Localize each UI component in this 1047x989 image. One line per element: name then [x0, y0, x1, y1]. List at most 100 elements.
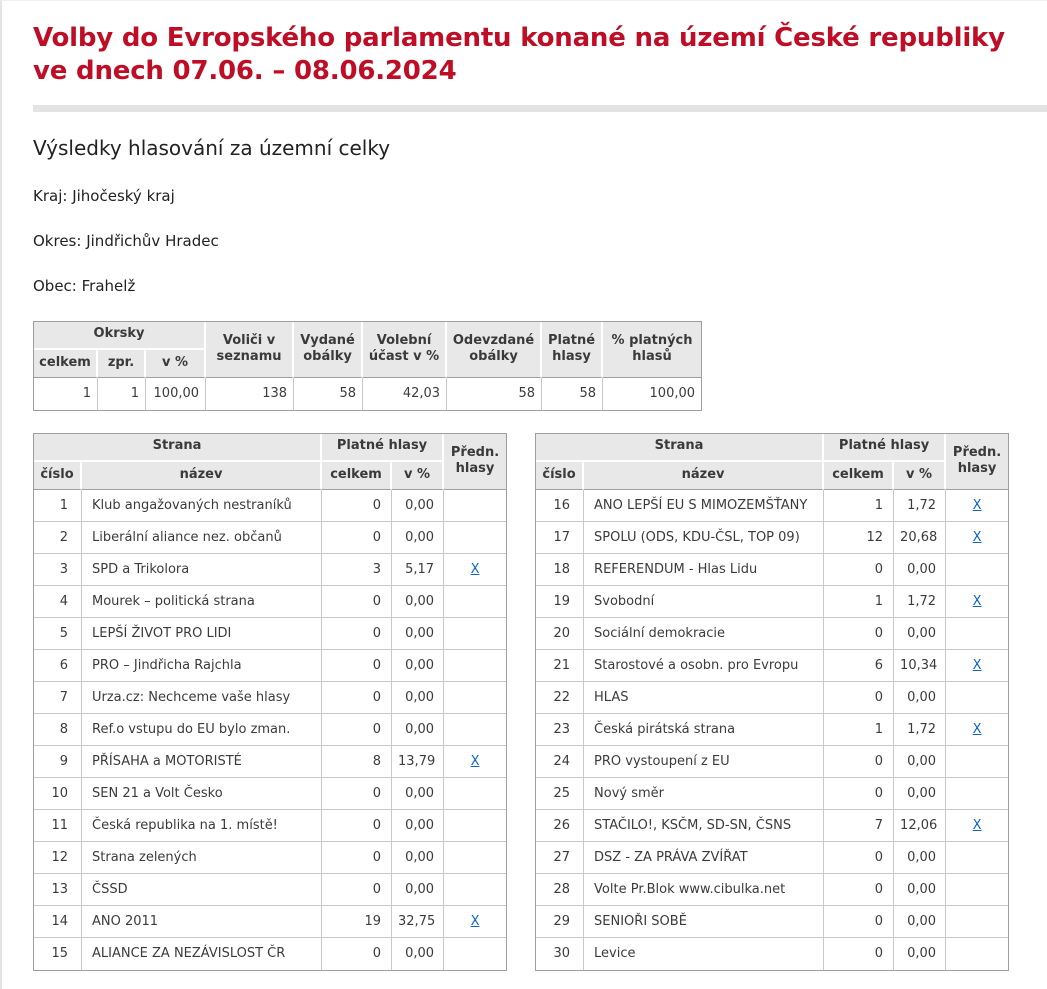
- party-votes-total: 0: [322, 713, 393, 746]
- party-name: ALIANCE ZA NEZÁVISLOST ČR: [82, 937, 323, 970]
- party-pref-cell: [444, 777, 507, 810]
- party-pref-cell: [946, 745, 1009, 778]
- party-name: SPOLU (ODS, KDU-ČSL, TOP 09): [584, 521, 825, 554]
- party-votes-pct: 0,00: [894, 745, 947, 778]
- header-pct-platnych-hlasu: % platných hlasů: [603, 321, 702, 378]
- party-votes-total: 0: [824, 745, 895, 778]
- header-predn-hlasy: Předn. hlasy: [946, 433, 1009, 490]
- party-name: Svobodní: [584, 585, 825, 618]
- party-name: SPD a Trikolora: [82, 553, 323, 586]
- preferential-votes-link[interactable]: X: [470, 753, 480, 769]
- party-number: 3: [34, 553, 82, 586]
- party-row: 21 Starostové a osobn. pro Evropu 6 10,34 X: [536, 649, 1009, 682]
- vydane-obalky-value: 58: [294, 377, 364, 410]
- party-pref-cell: X: [946, 585, 1009, 618]
- party-votes-pct: 0,00: [392, 937, 445, 970]
- preferential-votes-link[interactable]: X: [972, 817, 982, 833]
- party-number: 29: [536, 905, 585, 938]
- party-name: Mourek – politická strana: [82, 585, 323, 618]
- party-votes-total: 7: [824, 809, 895, 842]
- title-divider: [33, 104, 1047, 112]
- party-pref-cell: [444, 841, 507, 874]
- ucast-value: 42,03: [363, 377, 448, 410]
- party-table-left: Strana Platné hlasy Předn. hlasy číslo n…: [33, 432, 508, 971]
- party-pref-cell: [444, 713, 507, 746]
- party-votes-pct: 0,00: [392, 649, 445, 682]
- party-row: 13 ČSSD 0 0,00: [34, 873, 507, 906]
- party-votes-pct: 32,75: [392, 905, 445, 938]
- party-name: ANO LEPŠÍ EU S MIMOZEMŠŤANY: [584, 489, 825, 522]
- okrsky-celkem-value: 1: [34, 377, 98, 410]
- party-name: Ref.o vstupu do EU bylo zman.: [82, 713, 323, 746]
- party-votes-total: 0: [824, 937, 895, 970]
- party-row: 27 DSZ - ZA PRÁVA ZVÍŘAT 0 0,00: [536, 841, 1009, 874]
- party-name: Starostové a osobn. pro Evropu: [584, 649, 825, 682]
- party-name: ČSSD: [82, 873, 323, 906]
- party-number: 6: [34, 649, 82, 682]
- party-pref-cell: [946, 905, 1009, 938]
- party-number: 10: [34, 777, 82, 810]
- party-name: DSZ - ZA PRÁVA ZVÍŘAT: [584, 841, 825, 874]
- party-pref-cell: [946, 681, 1009, 714]
- header-odevzdane-obalky: Odevzdané obálky: [447, 321, 543, 378]
- party-name: Česká pirátská strana: [584, 713, 825, 746]
- party-votes-total: 0: [322, 937, 393, 970]
- party-number: 9: [34, 745, 82, 778]
- party-number: 8: [34, 713, 82, 746]
- party-name: Levice: [584, 937, 825, 970]
- party-name: STAČILO!, KSČM, SD-SN, ČSNS: [584, 809, 825, 842]
- party-pref-cell: [444, 681, 507, 714]
- header-okrsky-celkem: celkem: [34, 349, 98, 378]
- party-name: Volte Pr.Blok www.cibulka.net: [584, 873, 825, 906]
- preferential-votes-link[interactable]: X: [972, 593, 982, 609]
- party-name: LEPŠÍ ŽIVOT PRO LIDI: [82, 617, 323, 650]
- party-number: 20: [536, 617, 585, 650]
- party-votes-total: 8: [322, 745, 393, 778]
- party-votes-pct: 1,72: [894, 489, 947, 522]
- header-okrsky-v-pct: v %: [146, 349, 207, 378]
- party-votes-pct: 0,00: [392, 617, 445, 650]
- party-row: 26 STAČILO!, KSČM, SD-SN, ČSNS 7 12,06 X: [536, 809, 1009, 842]
- party-votes-pct: 0,00: [392, 809, 445, 842]
- header-volici-v-seznamu: Voliči v seznamu: [206, 321, 295, 378]
- party-number: 28: [536, 873, 585, 906]
- odevzdane-obalky-value: 58: [447, 377, 543, 410]
- party-pref-cell: X: [946, 649, 1009, 682]
- party-pref-cell: [444, 617, 507, 650]
- party-votes-pct: 5,17: [392, 553, 445, 586]
- party-pref-cell: [444, 809, 507, 842]
- summary-table: Okrsky Voliči v seznamu Vydané obálky Vo…: [33, 320, 703, 411]
- party-votes-pct: 0,00: [392, 489, 445, 522]
- party-row: 10 SEN 21 a Volt Česko 0 0,00: [34, 777, 507, 810]
- party-votes-pct: 0,00: [392, 841, 445, 874]
- obec-label: Obec:: [33, 276, 77, 295]
- header-celkem: celkem: [322, 461, 393, 490]
- preferential-votes-link[interactable]: X: [972, 529, 982, 545]
- party-votes-total: 1: [824, 585, 895, 618]
- party-pref-cell: X: [444, 553, 507, 586]
- party-number: 23: [536, 713, 585, 746]
- party-pref-cell: [444, 521, 507, 554]
- preferential-votes-link[interactable]: X: [470, 913, 480, 929]
- party-votes-total: 6: [824, 649, 895, 682]
- party-votes-pct: 10,34: [894, 649, 947, 682]
- party-row: 23 Česká pirátská strana 1 1,72 X: [536, 713, 1009, 746]
- preferential-votes-link[interactable]: X: [470, 561, 480, 577]
- party-pref-cell: X: [946, 489, 1009, 522]
- party-votes-pct: 0,00: [894, 841, 947, 874]
- party-votes-total: 0: [322, 777, 393, 810]
- preferential-votes-link[interactable]: X: [972, 721, 982, 737]
- party-row: 20 Sociální demokracie 0 0,00: [536, 617, 1009, 650]
- party-pref-cell: [946, 841, 1009, 874]
- party-row: 4 Mourek – politická strana 0 0,00: [34, 585, 507, 618]
- party-number: 7: [34, 681, 82, 714]
- party-number: 30: [536, 937, 585, 970]
- party-row: 16 ANO LEPŠÍ EU S MIMOZEMŠŤANY 1 1,72 X: [536, 489, 1009, 522]
- party-number: 22: [536, 681, 585, 714]
- page-title: Volby do Evropského parlamentu konané na…: [33, 23, 1005, 87]
- party-table-right: Strana Platné hlasy Předn. hlasy číslo n…: [535, 432, 1010, 971]
- party-votes-pct: 0,00: [392, 585, 445, 618]
- preferential-votes-link[interactable]: X: [972, 497, 982, 513]
- preferential-votes-link[interactable]: X: [972, 657, 982, 673]
